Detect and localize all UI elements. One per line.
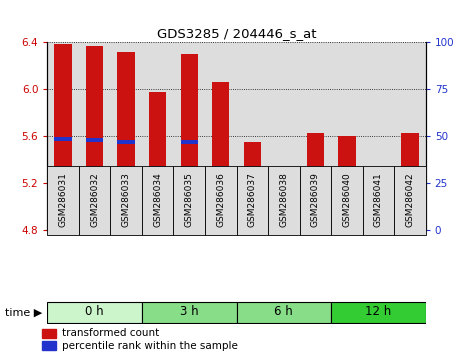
Text: GSM286037: GSM286037: [248, 172, 257, 227]
Bar: [54, 44, 72, 230]
Bar: [149, 92, 166, 230]
Bar: [299, 42, 331, 230]
Bar: [174, 42, 205, 230]
Bar: [394, 42, 426, 230]
Bar: [47, 302, 142, 323]
Text: 0 h: 0 h: [85, 306, 104, 319]
Text: GSM286033: GSM286033: [122, 172, 131, 227]
Text: GSM286034: GSM286034: [153, 172, 162, 227]
Text: GSM286032: GSM286032: [90, 172, 99, 227]
Bar: [79, 166, 110, 235]
Bar: [110, 42, 142, 230]
Bar: [212, 166, 229, 170]
Text: 3 h: 3 h: [180, 306, 199, 319]
Bar: [47, 42, 79, 230]
Bar: [86, 138, 103, 142]
Bar: [149, 166, 166, 170]
Bar: [370, 178, 387, 182]
Bar: [86, 46, 103, 230]
Bar: [142, 166, 174, 235]
Text: transformed count: transformed count: [61, 329, 159, 338]
Bar: [394, 166, 426, 235]
Bar: [236, 302, 331, 323]
Bar: [338, 175, 356, 179]
Bar: [370, 171, 387, 230]
Bar: [205, 42, 236, 230]
Bar: [331, 42, 363, 230]
Bar: [331, 166, 363, 235]
Bar: [181, 54, 198, 230]
Bar: [307, 133, 324, 230]
Bar: [363, 42, 394, 230]
Text: 12 h: 12 h: [365, 306, 392, 319]
Bar: [117, 52, 135, 230]
Title: GDS3285 / 204446_s_at: GDS3285 / 204446_s_at: [157, 27, 316, 40]
Bar: [268, 42, 299, 230]
Text: GSM286040: GSM286040: [342, 172, 351, 227]
Bar: [275, 181, 292, 185]
Bar: [401, 172, 419, 176]
Bar: [363, 166, 394, 235]
Text: 6 h: 6 h: [274, 306, 293, 319]
Text: GSM286042: GSM286042: [405, 172, 414, 227]
Bar: [268, 166, 299, 235]
Bar: [174, 166, 205, 235]
Text: GSM286031: GSM286031: [59, 172, 68, 227]
Bar: [401, 133, 419, 230]
Bar: [244, 167, 261, 171]
Bar: [142, 302, 236, 323]
Text: GSM286038: GSM286038: [279, 172, 289, 227]
Text: time ▶: time ▶: [5, 307, 43, 318]
Text: GSM286041: GSM286041: [374, 172, 383, 227]
Bar: [307, 172, 324, 176]
Bar: [236, 42, 268, 230]
Bar: [42, 329, 56, 338]
Bar: [236, 166, 268, 235]
Bar: [244, 142, 261, 230]
Bar: [42, 341, 56, 350]
Text: GSM286039: GSM286039: [311, 172, 320, 227]
Bar: [331, 302, 426, 323]
Bar: [54, 137, 72, 141]
Text: GSM286035: GSM286035: [184, 172, 194, 227]
Bar: [338, 136, 356, 230]
Text: GSM286036: GSM286036: [216, 172, 225, 227]
Bar: [79, 42, 110, 230]
Bar: [212, 82, 229, 230]
Bar: [181, 140, 198, 144]
Bar: [117, 140, 135, 144]
Bar: [142, 42, 174, 230]
Bar: [110, 166, 142, 235]
Bar: [299, 166, 331, 235]
Bar: [47, 166, 79, 235]
Text: percentile rank within the sample: percentile rank within the sample: [61, 341, 237, 350]
Bar: [275, 216, 292, 230]
Bar: [205, 166, 236, 235]
